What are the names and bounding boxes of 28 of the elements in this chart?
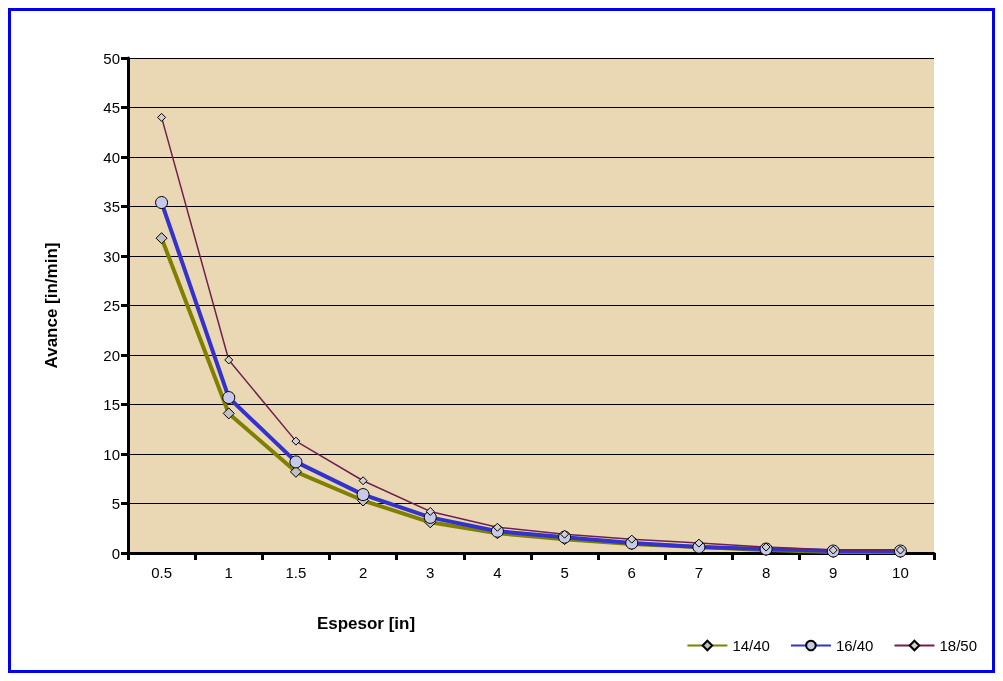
x-tick-label: 8 bbox=[761, 564, 771, 581]
x-tick-label: 2 bbox=[358, 564, 368, 581]
y-tick-label: 35 bbox=[103, 198, 120, 215]
x-tick-label: 6 bbox=[627, 564, 636, 581]
x-tick-label: 0.5 bbox=[151, 564, 173, 581]
x-axis-title: Espesor [in] bbox=[316, 614, 416, 633]
x-tick-label: 10 bbox=[892, 564, 909, 581]
x-tick-label: 1 bbox=[224, 564, 233, 581]
y-tick-label: 5 bbox=[111, 495, 120, 512]
x-tick-label: 1.5 bbox=[285, 564, 307, 581]
y-tick-label: 10 bbox=[103, 445, 120, 463]
y-tick-label: 15 bbox=[103, 396, 120, 413]
y-tick-label: 50 bbox=[103, 49, 120, 67]
legend-label: 14/40 bbox=[732, 637, 770, 654]
legend-label: 18/50 bbox=[939, 637, 978, 654]
y-axis-title: Avance [in/min] bbox=[42, 242, 61, 369]
y-tick-label: 30 bbox=[103, 247, 120, 265]
x-tick-label: 3 bbox=[426, 564, 435, 581]
x-tick-label: 7 bbox=[694, 564, 704, 581]
x-tick-label: 9 bbox=[829, 564, 838, 581]
x-tick-label: 4 bbox=[493, 564, 502, 581]
y-tick-label: 40 bbox=[103, 148, 120, 166]
legend-label: 16/40 bbox=[835, 637, 874, 654]
y-tick-label: 25 bbox=[103, 297, 120, 314]
y-tick-label: 20 bbox=[103, 346, 120, 364]
y-tick-label: 0 bbox=[111, 544, 120, 562]
x-tick-label: 5 bbox=[560, 564, 569, 581]
y-tick-label: 45 bbox=[103, 99, 120, 116]
